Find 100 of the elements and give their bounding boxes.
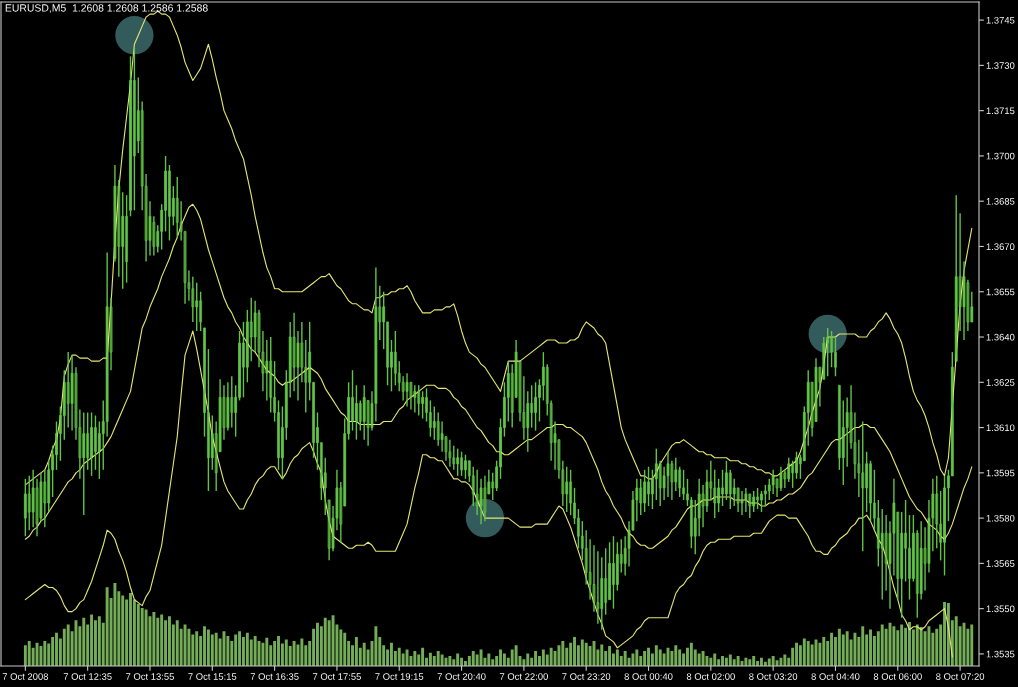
- bar: [502, 653, 506, 666]
- bar: [791, 647, 795, 666]
- bar: [728, 654, 732, 666]
- bar: [362, 642, 366, 666]
- bar: [428, 652, 432, 666]
- bar: [631, 653, 635, 666]
- y-tick-label: 1.3655: [986, 288, 1015, 296]
- x-tick-label: 8 Oct 06:00: [873, 673, 922, 680]
- bar: [561, 641, 565, 666]
- bar: [658, 649, 662, 666]
- bar: [82, 617, 86, 666]
- y-tick-label: 1.3580: [986, 514, 1015, 522]
- bar: [97, 616, 101, 666]
- bar: [23, 645, 27, 666]
- x-tick-label: 7 Oct 2008: [2, 673, 49, 680]
- bar: [580, 639, 584, 666]
- y-tick-label: 1.3550: [986, 605, 1015, 613]
- bar: [837, 628, 841, 666]
- bar: [374, 626, 378, 666]
- bar: [615, 649, 619, 666]
- bar: [654, 645, 658, 666]
- bar: [748, 659, 752, 666]
- bar: [919, 626, 923, 666]
- bar: [292, 641, 296, 666]
- bar: [647, 647, 650, 666]
- x-tick-label: 7 Oct 20:40: [437, 673, 486, 680]
- bar: [752, 656, 756, 666]
- bar: [413, 651, 417, 666]
- candlestick: [763, 484, 767, 507]
- bar: [853, 632, 857, 666]
- bar: [214, 632, 218, 666]
- bar: [822, 636, 826, 666]
- x-tick-label: 7 Oct 19:15: [375, 673, 424, 680]
- bar: [323, 617, 327, 666]
- line-series: [24, 203, 973, 549]
- bar: [541, 649, 545, 666]
- x-tick-label: 7 Oct 15:15: [188, 673, 237, 680]
- bar: [456, 653, 460, 666]
- bar: [861, 626, 865, 666]
- bar: [678, 649, 682, 666]
- bar: [136, 603, 140, 666]
- bar: [343, 632, 347, 666]
- bar: [557, 645, 561, 666]
- y-tick-label: 1.3640: [986, 333, 1015, 341]
- bar: [440, 654, 444, 666]
- bar: [686, 647, 689, 666]
- x-tick-label: 8 Oct 03:20: [749, 673, 798, 680]
- x-tick-label: 7 Oct 13:55: [126, 673, 174, 680]
- bar: [608, 646, 612, 666]
- bar: [869, 629, 872, 666]
- y-tick-label: 1.3610: [986, 424, 1015, 432]
- y-tick-label: 1.3625: [986, 379, 1015, 386]
- bar: [845, 631, 849, 666]
- bar: [277, 636, 280, 666]
- y-tick-label: 1.3700: [986, 152, 1015, 160]
- bar: [144, 609, 148, 666]
- x-tick-label: 7 Oct 23:20: [562, 673, 611, 680]
- bar: [448, 656, 452, 666]
- x-tick-label: 7 Oct 12:35: [63, 673, 112, 680]
- bar: [487, 653, 491, 666]
- bar: [339, 629, 343, 666]
- bar: [152, 612, 156, 666]
- bar: [206, 629, 210, 666]
- x-tick-label: 7 Oct 17:55: [313, 673, 361, 680]
- bar: [771, 656, 775, 666]
- y-tick-label: 1.3595: [986, 469, 1015, 477]
- bar: [908, 622, 911, 666]
- bar: [479, 649, 483, 666]
- y-tick-label: 1.3730: [986, 62, 1015, 69]
- bar: [783, 654, 787, 666]
- bar: [830, 632, 834, 666]
- bar: [121, 595, 125, 666]
- bar: [261, 642, 265, 666]
- bar: [795, 642, 798, 666]
- bar: [600, 644, 604, 666]
- bar: [284, 639, 288, 666]
- y-tick-label: 1.3670: [986, 243, 1015, 250]
- bar: [175, 620, 179, 666]
- bar: [643, 651, 647, 666]
- bar: [140, 607, 144, 666]
- bar: [129, 592, 132, 666]
- bar: [900, 624, 904, 666]
- bar: [736, 656, 740, 666]
- bar: [534, 651, 538, 666]
- bar: [573, 636, 576, 666]
- bar: [390, 642, 393, 666]
- bar: [234, 634, 238, 666]
- bar: [880, 624, 884, 666]
- bar: [713, 653, 717, 666]
- y-tick-label: 1.3715: [986, 107, 1015, 115]
- bar: [892, 626, 896, 666]
- bar: [701, 651, 705, 666]
- bar: [55, 632, 58, 666]
- bar: [954, 616, 958, 666]
- x-tick-label: 7 Oct 16:35: [250, 673, 299, 680]
- bar: [253, 636, 257, 666]
- bar: [203, 626, 206, 666]
- y-tick-label: 1.3745: [986, 16, 1015, 24]
- bar: [167, 616, 171, 666]
- bar: [623, 651, 627, 666]
